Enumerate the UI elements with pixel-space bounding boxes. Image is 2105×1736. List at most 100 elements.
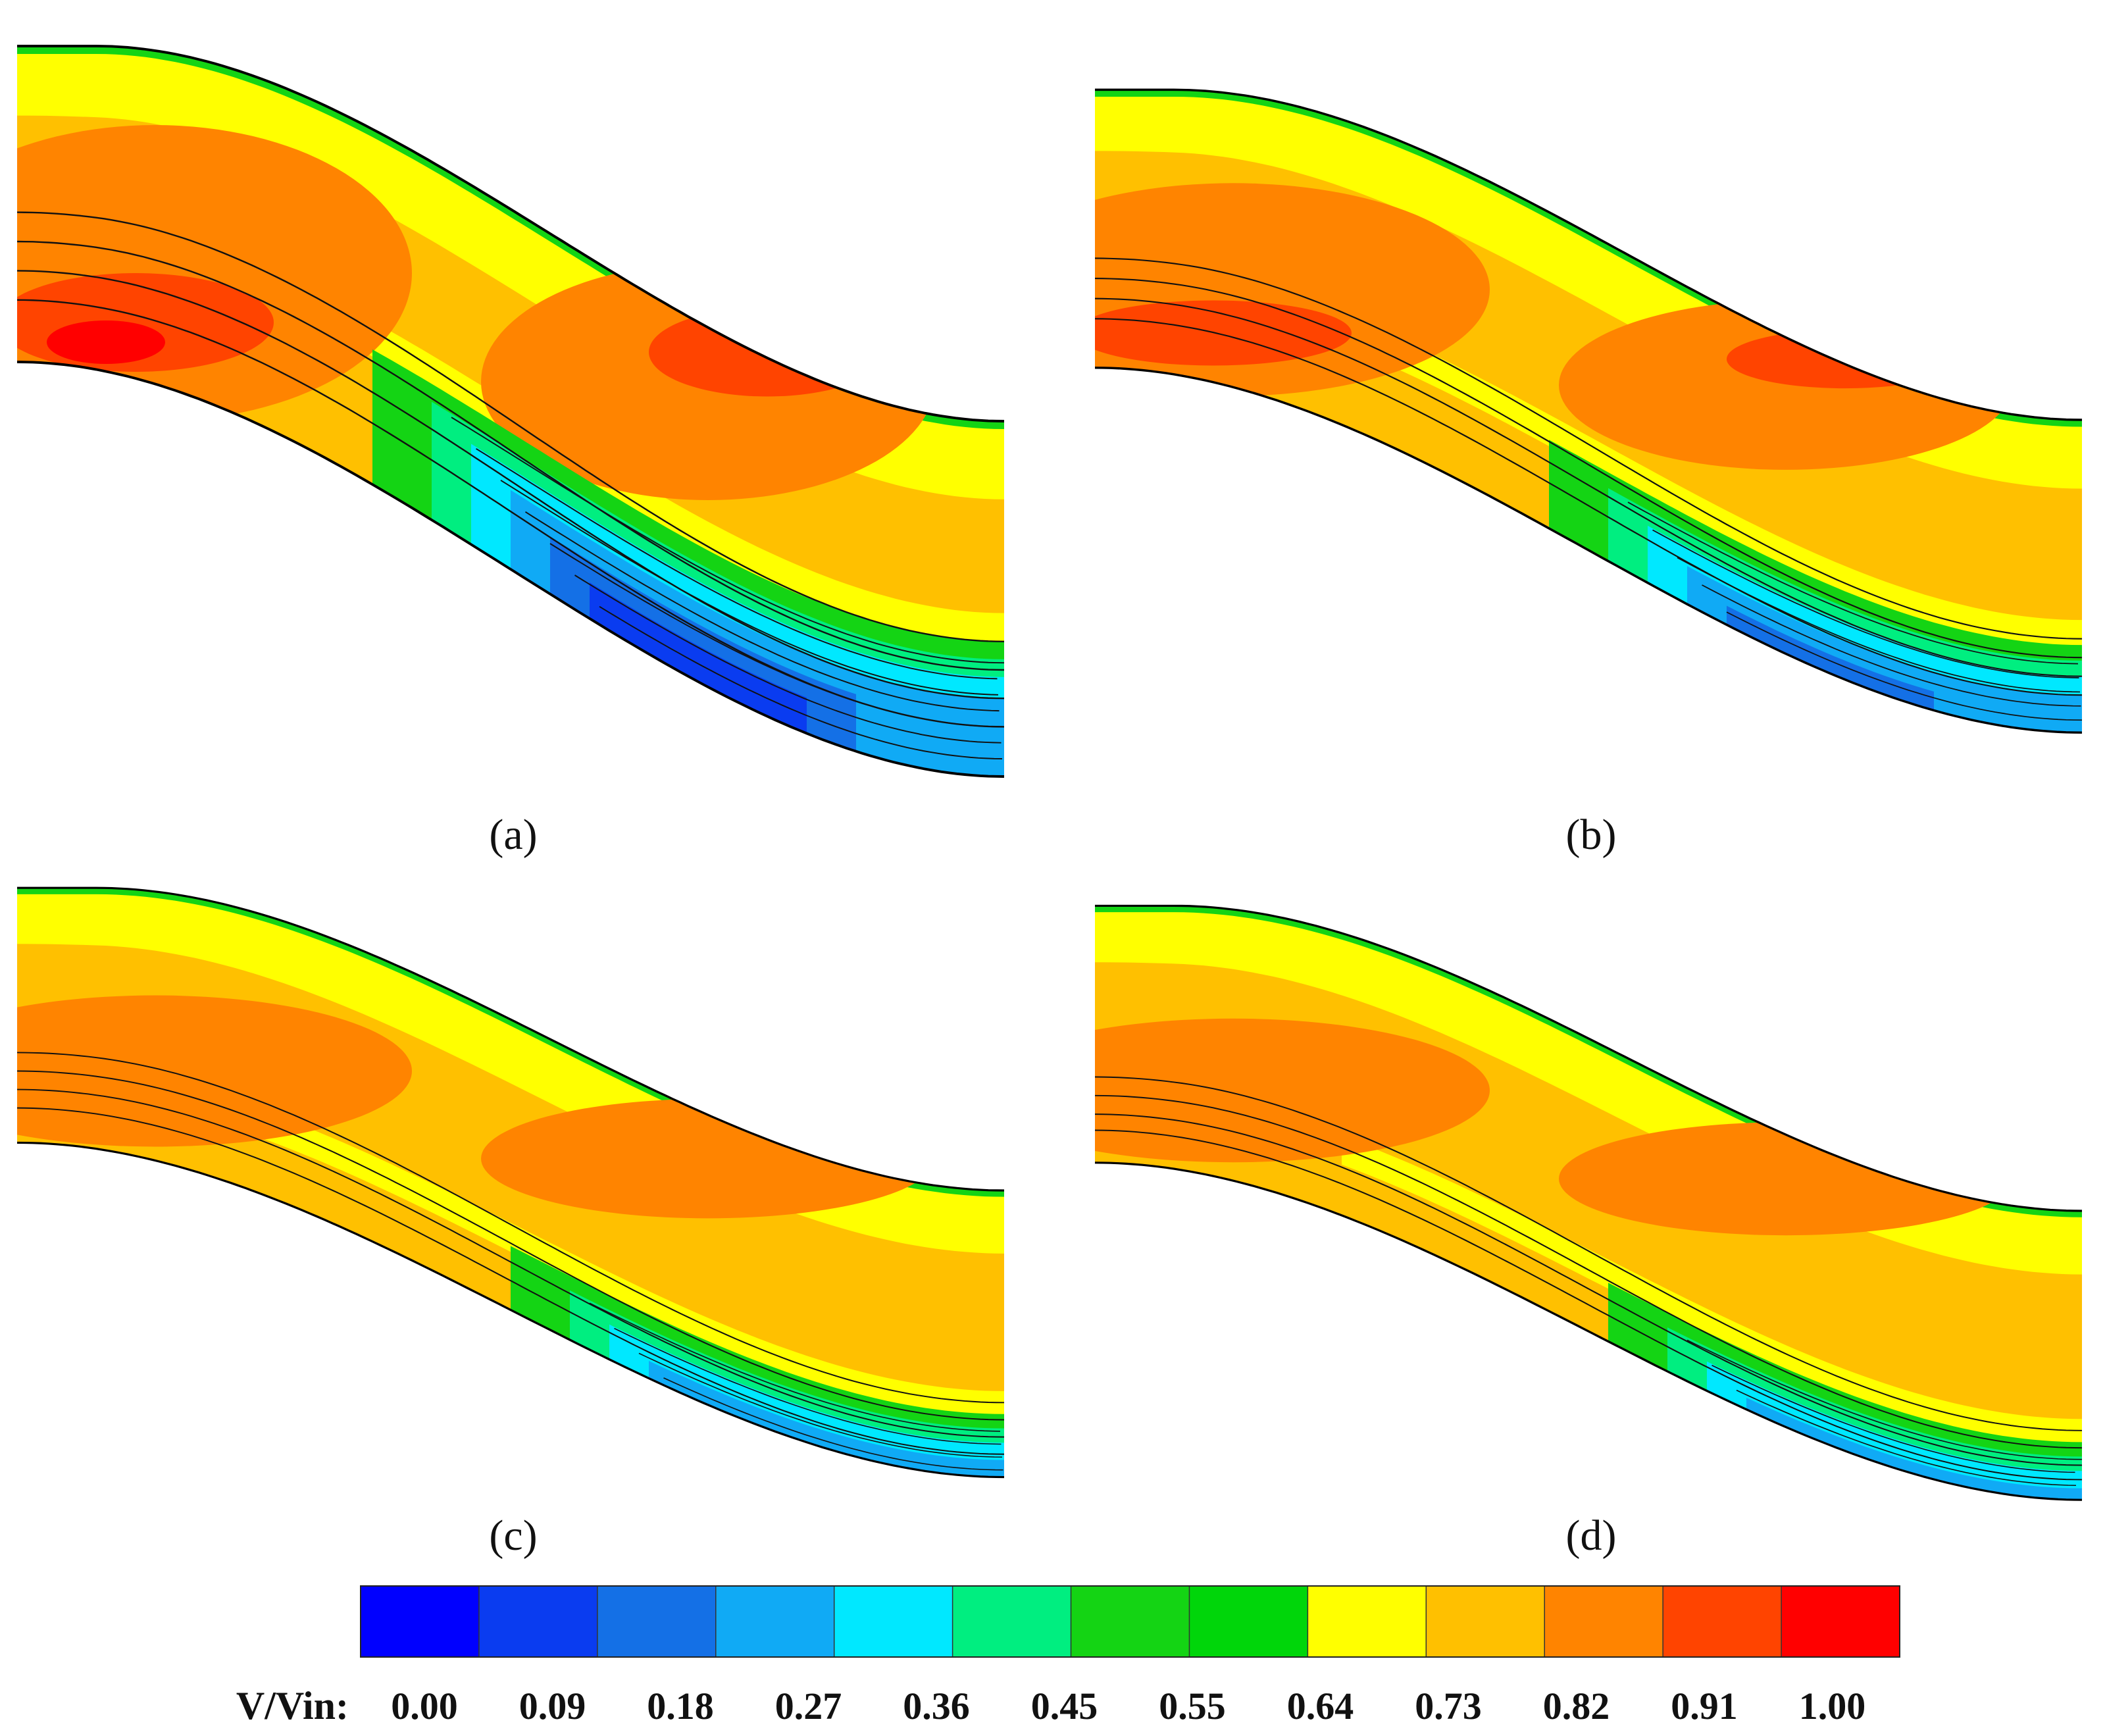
colorbar [360, 1585, 1900, 1658]
colorbar-tick-label: 0.82 [1543, 1685, 1610, 1727]
contour-0.27-bubble [1746, 1398, 2082, 1500]
streamline [1095, 278, 2082, 659]
streamline [17, 1070, 1004, 1421]
contour-0.27-bubble [649, 1360, 1004, 1477]
duct-wall-inner [16, 1141, 1005, 1479]
colorbar-swatch-3 [715, 1586, 835, 1657]
colorbar-frame [360, 1585, 1900, 1658]
streamline-bubble [599, 605, 1003, 759]
colorbar-tick-label: 0.27 [775, 1685, 842, 1727]
contour-0.27-bubble [1687, 566, 2082, 733]
streamline-bubble [1677, 557, 2081, 693]
contour-0.36-bubble [609, 1324, 1004, 1477]
colorbar-swatch-12 [1781, 1586, 1900, 1657]
contour-panels [16, 45, 2083, 1501]
colorbar-swatch-9 [1426, 1586, 1545, 1657]
colorbar-tick-label: 0.91 [1671, 1685, 1738, 1727]
streamline [17, 1088, 1004, 1438]
streamline-bubble [1712, 1365, 2075, 1473]
contour-0.36-bubble [1707, 1361, 2082, 1500]
streamline [1095, 1129, 2082, 1481]
panel-label-a: (a) [489, 811, 537, 859]
colorbar-tick-label: 0.73 [1415, 1685, 1482, 1727]
colorbar-tick-label: 0.45 [1031, 1685, 1098, 1727]
colorbar-swatch-2 [597, 1586, 717, 1657]
contour-0.45-bubble [570, 1290, 1004, 1477]
streamline [1095, 1094, 2082, 1449]
contour-0.36-bubble [1648, 525, 2082, 733]
colorbar-tick-label: 0.09 [519, 1685, 586, 1727]
streamline-bubble [1627, 501, 2079, 665]
streamline [1095, 257, 2082, 640]
streamline [17, 270, 1004, 700]
duct-wall-inner [1094, 1162, 2083, 1501]
colorbar-label: V/Vin: [236, 1684, 349, 1727]
streamline-bubble [524, 511, 1000, 712]
colorbar-swatch-1 [478, 1586, 598, 1657]
streamline [17, 211, 1004, 642]
contour-0.45-bubble [1667, 1327, 2082, 1500]
colorbar-swatch-5 [952, 1586, 1072, 1657]
contour-0.91-downstream [481, 1098, 935, 1219]
duct-wall-outer [1095, 904, 2083, 1212]
duct-wall-inner [1094, 367, 2083, 734]
contour-1.00-downstream [649, 307, 886, 397]
streamline-bubble [574, 574, 1002, 744]
contour-0.91-downstream [1559, 1122, 2013, 1236]
streamline [1095, 1113, 2082, 1466]
streamline-bubble [638, 1352, 1003, 1458]
colorbar-tick-label: 0.18 [647, 1685, 714, 1727]
duct-panel-c [16, 886, 1005, 1479]
streamline-bubble [1687, 1339, 2082, 1460]
streamline-bubble [663, 1377, 1003, 1471]
streamline-bubble [1726, 611, 2082, 721]
colorbar-swatch-7 [1189, 1586, 1308, 1657]
streamline [17, 240, 1004, 671]
contour-0.27-bubble [511, 490, 1004, 777]
colorbar-tick-labels: 0.00 0.09 0.18 0.27 0.36 0.45 0.55 0.64 0.73 0.82… [391, 1685, 1865, 1727]
streamline-bubble [1736, 1389, 2077, 1487]
streamline-bubble [613, 1327, 1002, 1445]
streamline [1095, 318, 2082, 696]
contour-0.73-lower [264, 1111, 1004, 1420]
contour-0.91-core [1095, 1018, 1490, 1163]
duct-wall-outer [17, 45, 1005, 422]
duct-panel-b [1094, 88, 2083, 734]
contour-0.91-core [17, 995, 412, 1147]
colorbar-tick-label: 0.00 [391, 1685, 458, 1727]
streamline [17, 1052, 1004, 1404]
colorbar-tick-label: 0.55 [1159, 1685, 1226, 1727]
colorbar-swatch-6 [1071, 1586, 1190, 1657]
contour-0.73-lower [1342, 1136, 2082, 1448]
colorbar-tick-label: 0.36 [903, 1685, 970, 1727]
streamline-bubble [500, 480, 999, 696]
streamline-bubble [1701, 584, 2081, 707]
colorbar-swatch-11 [1663, 1586, 1782, 1657]
colorbar-swatch-8 [1307, 1586, 1427, 1657]
colorbar-swatch-4 [834, 1586, 953, 1657]
duct-wall-outer [17, 886, 1005, 1192]
colorbar-tick-label: 0.64 [1287, 1685, 1354, 1727]
panel-label-d: (d) [1566, 1512, 1617, 1560]
streamline-bubble [1652, 529, 2079, 678]
panel-label-b: (b) [1566, 811, 1617, 859]
contour-0.91-downstream [1559, 300, 2013, 470]
contour-0.18-bubble [1727, 605, 1934, 711]
duct-panel-a [16, 45, 1005, 778]
colorbar-swatch-0 [361, 1586, 480, 1657]
duct-wall-inner [16, 361, 1005, 778]
streamline-bubble [451, 417, 1004, 664]
streamline-bubble [475, 448, 998, 680]
streamline-bubble [549, 543, 1001, 728]
streamline [1095, 297, 2082, 677]
duct-wall-outer [1095, 88, 2083, 421]
colorbar-tick-label: 1.00 [1799, 1685, 1866, 1727]
streamline [17, 1107, 1004, 1455]
streamline [1095, 1076, 2082, 1431]
colorbar-swatch-10 [1544, 1586, 1663, 1657]
duct-panel-d [1094, 904, 2083, 1501]
panel-label-c: (c) [489, 1512, 537, 1560]
streamline-bubble [589, 1302, 1001, 1432]
contour-0.09-bubble [590, 582, 807, 734]
